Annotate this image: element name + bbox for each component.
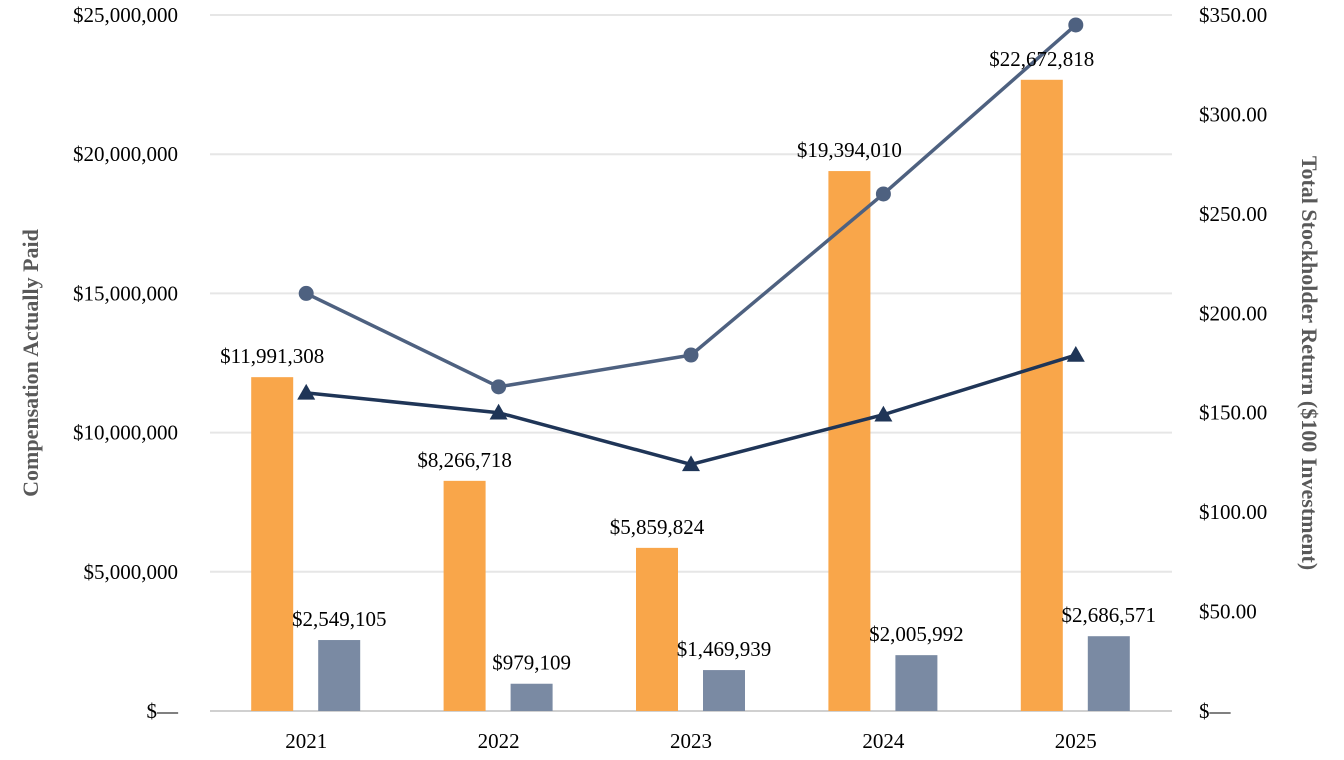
bar-marks — [251, 79, 1130, 712]
bar-data-label: $19,394,010 — [797, 138, 902, 162]
right-axis-tick-label: $150.00 — [1199, 401, 1267, 425]
bar-data-label: $1,469,939 — [677, 637, 772, 661]
line-point — [298, 285, 314, 301]
line-marks — [297, 17, 1085, 472]
x-axis-tick-label: 2024 — [862, 729, 905, 753]
left-axis-title: Compensation Actually Paid — [18, 229, 43, 497]
line-point — [297, 383, 316, 400]
right-axis-tick-label: $300.00 — [1199, 102, 1267, 126]
x-axis-ticks: 2021 2022 2023 2024 2025 — [285, 729, 1097, 753]
gridlines — [210, 14, 1172, 712]
bar — [318, 640, 361, 711]
bar-data-label: $2,686,571 — [1062, 603, 1157, 627]
tsr-line — [305, 23, 1077, 389]
right-axis-ticks: $— $50.00 $100.00 $150.00 $200.00 $250.00 $300… — [1199, 3, 1267, 723]
x-axis-tick-label: 2023 — [670, 729, 712, 753]
line-point — [491, 379, 507, 395]
bar — [443, 480, 486, 711]
bar-data-label: $22,672,818 — [989, 47, 1094, 71]
bar — [703, 670, 745, 711]
right-axis-tick-label: $350.00 — [1199, 3, 1267, 27]
data-labels: $11,991,308 $8,266,718 $5,859,824 $19,394,0… — [220, 47, 1156, 675]
bar — [1020, 79, 1063, 711]
line-point — [875, 186, 891, 202]
bar — [510, 683, 553, 711]
bar-data-label: $2,549,105 — [292, 607, 387, 631]
bar — [636, 547, 678, 711]
bar-data-label: $2,005,992 — [869, 622, 964, 646]
line-point — [489, 403, 508, 420]
bar-data-label: $5,859,824 — [610, 515, 705, 539]
line-point — [1066, 346, 1085, 362]
x-axis-tick-label: 2025 — [1055, 729, 1097, 753]
right-axis-tick-label: $200.00 — [1199, 301, 1267, 325]
line-point — [1068, 17, 1084, 33]
bar — [828, 171, 871, 712]
right-axis-tick-label: $50.00 — [1199, 600, 1257, 624]
bar — [1087, 636, 1130, 711]
line-point — [682, 455, 700, 472]
bar-data-label: $11,991,308 — [220, 344, 324, 368]
right-axis-tick-label: $250.00 — [1199, 202, 1267, 226]
left-axis-tick-label: $15,000,000 — [73, 281, 178, 305]
left-axis-tick-label: $5,000,000 — [84, 560, 179, 584]
bar — [251, 377, 294, 711]
x-axis-tick-label: 2021 — [285, 729, 327, 753]
right-axis-tick-label: $— — [1199, 699, 1232, 723]
left-axis-ticks: $— $5,000,000 $10,000,000 $15,000,000 $20,00… — [73, 3, 179, 723]
left-axis-tick-label: $25,000,000 — [73, 3, 178, 27]
left-axis-tick-label: $— — [147, 699, 180, 723]
bar — [895, 655, 938, 711]
line-point — [874, 405, 893, 422]
x-axis-tick-label: 2022 — [478, 729, 520, 753]
left-axis-tick-label: $20,000,000 — [73, 142, 178, 166]
right-axis-title: Total Stockholder Return ($100 Investmen… — [1297, 156, 1322, 570]
right-axis-tick-label: $100.00 — [1199, 500, 1267, 524]
bar-data-label: $8,266,718 — [417, 448, 512, 472]
bar-data-label: $979,109 — [492, 651, 571, 675]
left-axis-tick-label: $10,000,000 — [73, 421, 178, 445]
line-point — [683, 347, 699, 363]
